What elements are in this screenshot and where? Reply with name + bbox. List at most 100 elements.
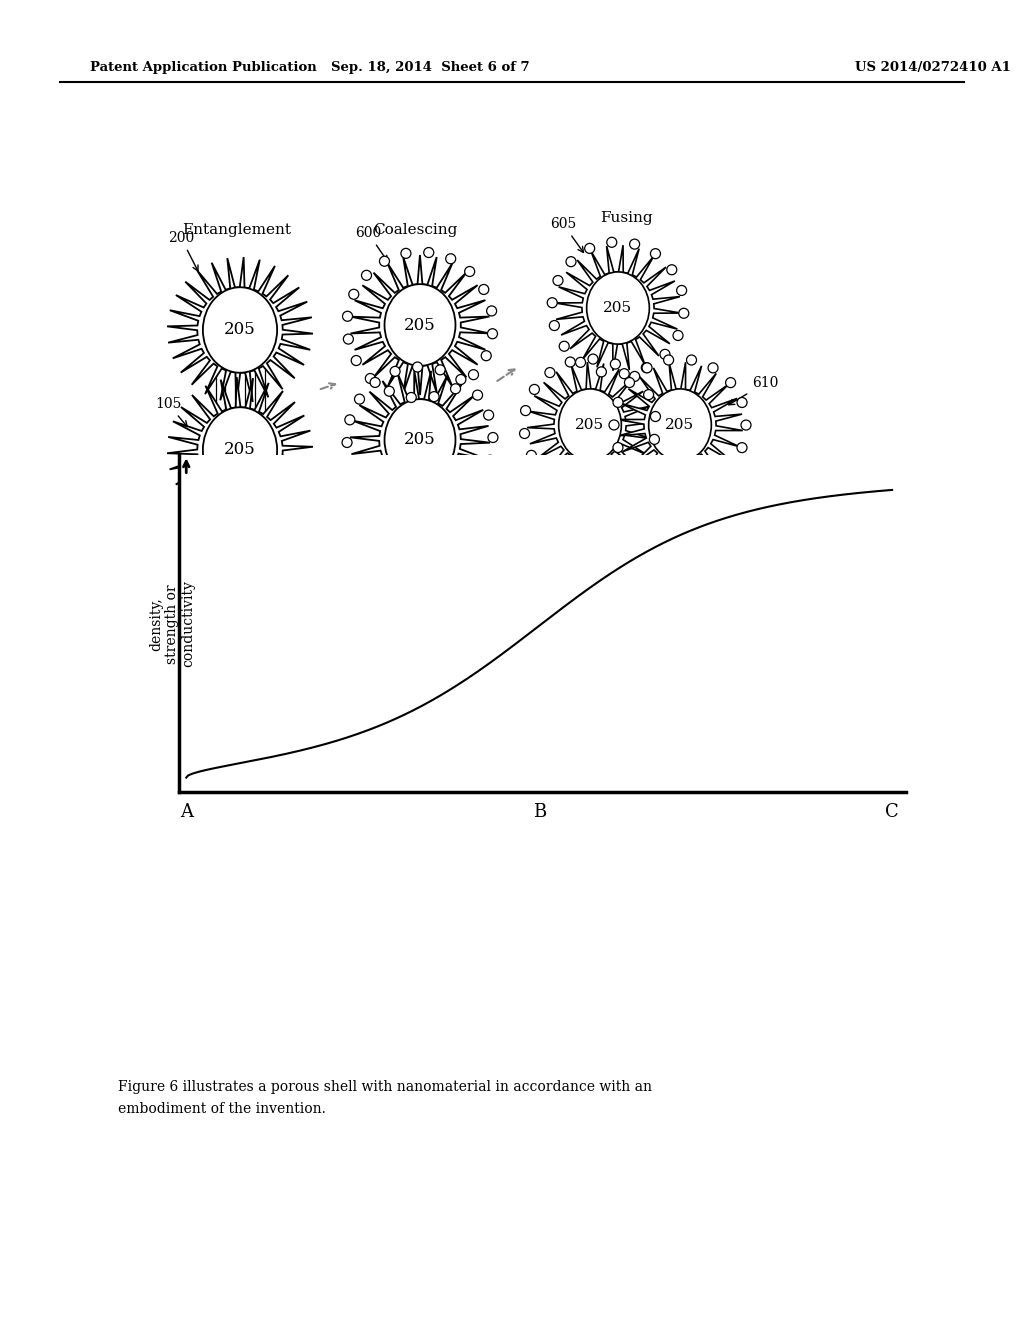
Circle shape [526, 450, 537, 461]
Circle shape [488, 433, 498, 442]
Circle shape [475, 477, 485, 486]
Circle shape [610, 359, 621, 370]
Circle shape [345, 414, 355, 425]
Circle shape [641, 455, 650, 466]
Circle shape [649, 434, 659, 445]
Text: 610: 610 [729, 376, 778, 405]
Ellipse shape [385, 399, 456, 480]
Circle shape [485, 455, 496, 465]
Circle shape [679, 309, 689, 318]
Circle shape [741, 420, 751, 430]
Circle shape [374, 495, 384, 506]
Text: Entanglement: Entanglement [182, 223, 292, 238]
Circle shape [343, 334, 353, 345]
Circle shape [565, 356, 575, 367]
Circle shape [625, 378, 635, 388]
Circle shape [737, 442, 746, 453]
Circle shape [708, 363, 718, 372]
Circle shape [664, 484, 674, 495]
Text: 205: 205 [666, 418, 694, 432]
Text: 605: 605 [550, 216, 584, 252]
Text: B: B [414, 521, 427, 539]
Circle shape [667, 265, 677, 275]
Circle shape [370, 378, 380, 388]
Text: Sep. 18, 2014  Sheet 6 of 7: Sep. 18, 2014 Sheet 6 of 7 [331, 62, 529, 74]
Text: embodiment of the invention.: embodiment of the invention. [118, 1102, 326, 1115]
Circle shape [737, 397, 748, 408]
Text: 600: 600 [355, 226, 387, 261]
Circle shape [418, 508, 427, 517]
Text: C: C [628, 506, 642, 524]
Circle shape [686, 355, 696, 366]
Circle shape [445, 253, 456, 264]
Circle shape [429, 392, 439, 401]
Text: 200: 200 [168, 231, 198, 271]
Text: 205: 205 [603, 301, 633, 315]
Circle shape [342, 437, 352, 447]
Circle shape [424, 248, 434, 257]
Circle shape [366, 374, 376, 384]
Text: Fusing: Fusing [600, 211, 652, 224]
Text: 205: 205 [404, 432, 436, 449]
Circle shape [664, 355, 674, 366]
Circle shape [677, 285, 687, 296]
Circle shape [650, 412, 660, 421]
Circle shape [582, 486, 592, 496]
Circle shape [479, 285, 488, 294]
Circle shape [390, 367, 400, 376]
Text: Figure 6 illustrates a porous shell with nanomaterial in accordance with an: Figure 6 illustrates a porous shell with… [118, 1080, 652, 1094]
Circle shape [644, 389, 653, 400]
PathPatch shape [555, 246, 681, 371]
Text: Patent Application Publication: Patent Application Publication [90, 62, 316, 74]
Circle shape [642, 363, 652, 372]
PathPatch shape [527, 362, 653, 488]
Circle shape [519, 429, 529, 438]
Ellipse shape [648, 389, 712, 461]
Circle shape [607, 238, 616, 247]
Text: 205: 205 [575, 418, 604, 432]
Circle shape [384, 387, 394, 396]
Circle shape [630, 239, 640, 249]
Circle shape [673, 330, 683, 341]
Circle shape [549, 321, 559, 330]
Ellipse shape [385, 284, 456, 366]
Circle shape [529, 384, 540, 395]
Circle shape [357, 480, 368, 490]
Ellipse shape [559, 389, 622, 461]
Text: 205: 205 [224, 322, 256, 338]
Circle shape [380, 256, 389, 267]
Circle shape [553, 276, 563, 285]
Circle shape [642, 477, 652, 487]
Circle shape [351, 355, 361, 366]
Circle shape [620, 368, 629, 379]
Circle shape [575, 358, 586, 367]
Circle shape [625, 462, 635, 473]
Circle shape [708, 478, 718, 487]
Circle shape [460, 492, 470, 503]
PathPatch shape [617, 362, 742, 488]
Circle shape [559, 342, 569, 351]
Circle shape [342, 312, 352, 321]
Text: US 2014/0272410 A1: US 2014/0272410 A1 [855, 62, 1011, 74]
Text: A: A [233, 531, 247, 549]
Circle shape [541, 469, 550, 479]
Circle shape [440, 504, 450, 513]
Circle shape [481, 351, 492, 360]
PathPatch shape [167, 257, 313, 403]
Text: Coalescing: Coalescing [373, 223, 457, 238]
Circle shape [650, 248, 660, 259]
Circle shape [613, 442, 623, 453]
Circle shape [361, 271, 372, 280]
Circle shape [545, 367, 555, 378]
Circle shape [472, 391, 482, 400]
Ellipse shape [203, 408, 278, 492]
Circle shape [465, 267, 475, 276]
Circle shape [401, 248, 411, 259]
Circle shape [596, 367, 606, 378]
Circle shape [456, 375, 466, 384]
PathPatch shape [350, 255, 489, 395]
Circle shape [585, 243, 595, 253]
Ellipse shape [203, 288, 278, 372]
Circle shape [451, 384, 461, 393]
Circle shape [641, 363, 651, 372]
